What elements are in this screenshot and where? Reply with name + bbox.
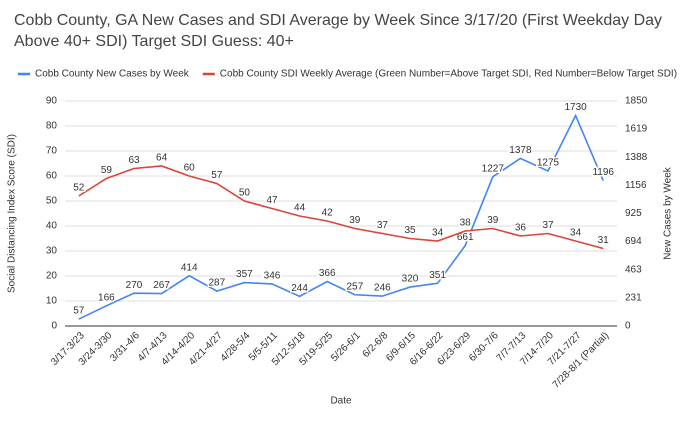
y-tick-label: 30 bbox=[46, 246, 58, 257]
data-label: 38 bbox=[460, 218, 472, 229]
y2-tick-label: 925 bbox=[625, 208, 642, 219]
y2-tick-label: 1850 bbox=[625, 96, 648, 107]
y2-tick-label: 1156 bbox=[625, 180, 647, 191]
data-label: 1730 bbox=[564, 102, 587, 113]
y-tick-label: 10 bbox=[46, 296, 58, 307]
y2-tick-label: 463 bbox=[625, 264, 642, 275]
data-label: 244 bbox=[291, 283, 308, 294]
data-label: 39 bbox=[349, 215, 361, 226]
data-label: 37 bbox=[542, 220, 554, 231]
data-label: 36 bbox=[515, 223, 527, 234]
data-label: 1275 bbox=[537, 158, 560, 169]
x-axis-title: Date bbox=[330, 396, 352, 407]
data-label: 414 bbox=[181, 262, 198, 273]
y2-axis-title: New Cases by Week bbox=[663, 166, 674, 260]
y-tick-label: 80 bbox=[46, 121, 58, 132]
y2-tick-label: 1388 bbox=[625, 152, 648, 163]
data-label: 59 bbox=[101, 165, 113, 176]
data-label: 60 bbox=[184, 163, 196, 174]
data-label: 57 bbox=[211, 170, 223, 181]
x-tick-label: 4/28-5/4 bbox=[219, 330, 253, 364]
data-label: 366 bbox=[319, 268, 336, 279]
data-label: 37 bbox=[377, 220, 389, 231]
data-label: 47 bbox=[266, 195, 278, 206]
x-tick-label: 5/26-6/1 bbox=[329, 330, 363, 364]
data-label: 64 bbox=[156, 153, 168, 164]
y-tick-label: 60 bbox=[46, 171, 58, 182]
data-label: 320 bbox=[402, 274, 419, 285]
y-tick-label: 50 bbox=[46, 196, 58, 207]
data-label: 166 bbox=[98, 292, 115, 303]
data-label: 357 bbox=[236, 269, 253, 280]
y-tick-label: 20 bbox=[46, 271, 58, 282]
data-label: 257 bbox=[346, 281, 363, 292]
legend-label: Cobb County New Cases by Week bbox=[35, 69, 190, 80]
data-label: 34 bbox=[570, 228, 582, 239]
data-label: 57 bbox=[73, 306, 85, 317]
y2-tick-label: 1619 bbox=[625, 124, 648, 135]
data-label: 270 bbox=[126, 280, 143, 291]
y2-tick-label: 694 bbox=[625, 236, 642, 247]
data-label: 39 bbox=[487, 215, 499, 226]
series-line bbox=[78, 165, 604, 250]
chart-title: Cobb County, GA New Cases and SDI Averag… bbox=[14, 12, 663, 50]
y2-tick-label: 231 bbox=[625, 293, 642, 304]
data-label: 52 bbox=[73, 183, 85, 194]
data-label: 1378 bbox=[509, 145, 532, 156]
data-label: 351 bbox=[429, 270, 446, 281]
data-label: 267 bbox=[153, 280, 170, 291]
data-label: 31 bbox=[598, 235, 610, 246]
data-label: 35 bbox=[404, 225, 416, 236]
y-tick-label: 0 bbox=[51, 321, 57, 332]
data-label: 42 bbox=[322, 208, 334, 219]
data-label: 1196 bbox=[592, 167, 614, 178]
data-label: 44 bbox=[294, 203, 306, 214]
data-label: 34 bbox=[432, 228, 444, 239]
data-label: 1227 bbox=[482, 163, 505, 174]
legend-label: Cobb County SDI Weekly Average (Green Nu… bbox=[220, 69, 677, 80]
y-tick-label: 40 bbox=[46, 221, 58, 232]
data-label: 63 bbox=[128, 155, 140, 166]
y-tick-label: 90 bbox=[46, 96, 58, 107]
data-label: 661 bbox=[457, 232, 474, 243]
data-label: 246 bbox=[374, 283, 391, 294]
y2-tick-label: 0 bbox=[625, 321, 631, 332]
series-line bbox=[78, 113, 604, 320]
data-label: 50 bbox=[239, 188, 251, 199]
data-label: 287 bbox=[208, 278, 225, 289]
data-label: 346 bbox=[264, 271, 281, 282]
y-axis-title: Social Distancing Index Score (SDI) bbox=[7, 134, 18, 293]
y-tick-label: 70 bbox=[46, 146, 58, 157]
